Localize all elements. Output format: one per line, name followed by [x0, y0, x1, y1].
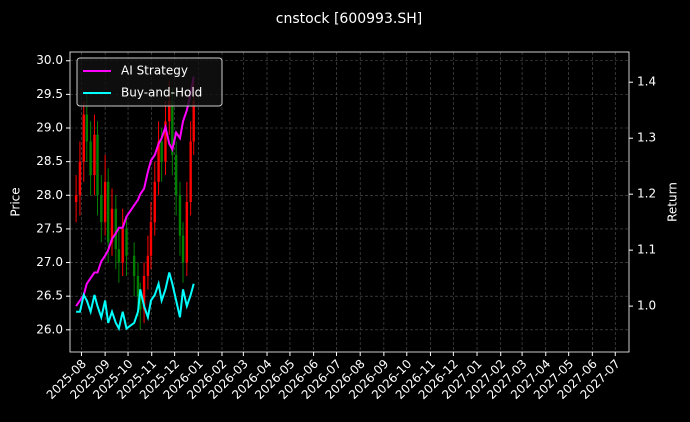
legend-label: AI Strategy: [121, 64, 188, 78]
candle-body: [192, 101, 195, 142]
y-tick-label: 29.5: [36, 87, 63, 101]
candle-body: [132, 255, 136, 276]
candle-body: [89, 141, 92, 176]
candle-body: [168, 101, 171, 122]
y2-tick-label: 1.1: [637, 243, 656, 257]
candle-body: [164, 121, 167, 162]
y2-tick-label: 1.2: [637, 187, 656, 201]
y-tick-label: 28.0: [36, 188, 63, 202]
chart-title: cnstock [600993.SH]: [276, 11, 422, 27]
candle-body: [117, 249, 121, 263]
candle-body: [85, 114, 89, 142]
candle-body: [139, 296, 142, 310]
legend-label: Buy-and-Hold: [121, 86, 202, 100]
candle-body: [125, 228, 128, 256]
return-line: [75, 76, 195, 307]
candle-body: [185, 202, 189, 263]
y2-tick-label: 1.3: [637, 131, 656, 145]
candle-body: [174, 154, 178, 196]
candle-body: [96, 134, 99, 196]
candle-body: [146, 255, 150, 276]
candle-body: [153, 181, 156, 223]
candle-body: [189, 141, 192, 202]
candle-body: [74, 195, 78, 202]
candle-body: [121, 228, 124, 263]
y-tick-label: 27.0: [36, 255, 63, 269]
candle-body: [149, 222, 153, 256]
y-tick-label: 26.0: [36, 322, 63, 336]
candle-body: [142, 275, 146, 310]
candle-body: [178, 195, 182, 236]
candle-body: [100, 195, 103, 223]
candle-body: [114, 208, 118, 250]
return-line: [76, 272, 195, 332]
candle-body: [136, 275, 140, 297]
y2-axis-label: Return: [666, 182, 680, 222]
y-tick-label: 30.0: [36, 53, 63, 67]
candle-body: [106, 181, 110, 243]
candle-body: [110, 208, 114, 243]
y-tick-label: 26.5: [36, 289, 63, 303]
candle-body: [103, 181, 107, 223]
candle-body: [160, 141, 163, 162]
candle-body: [181, 235, 185, 263]
y2-tick-label: 1.4: [637, 75, 656, 89]
legend-box: [76, 57, 223, 107]
y-tick-label: 27.5: [36, 221, 63, 235]
plot-frame: [69, 51, 630, 353]
y-tick-label: 29.0: [36, 121, 63, 135]
y-tick-label: 28.5: [36, 154, 63, 168]
candle-body: [93, 134, 96, 176]
candle-body: [157, 141, 160, 182]
candle-body: [78, 161, 82, 196]
y-axis-label: Price: [9, 187, 23, 216]
candle-body: [171, 101, 174, 155]
candle-body: [82, 114, 85, 162]
y2-tick-label: 1.0: [637, 299, 656, 313]
